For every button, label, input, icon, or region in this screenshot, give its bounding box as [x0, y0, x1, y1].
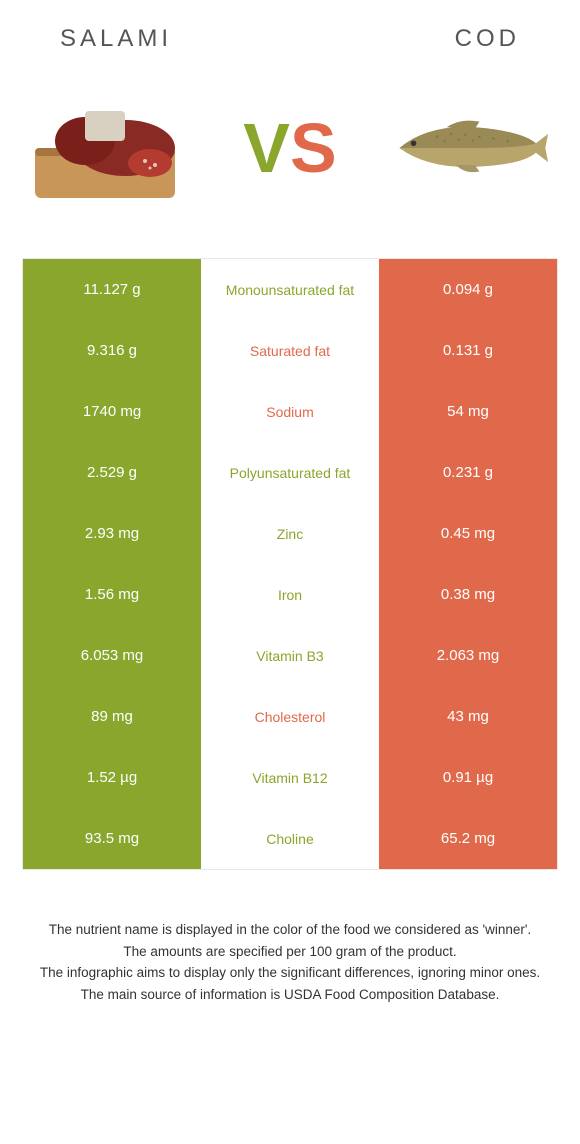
value-right: 43 mg: [379, 686, 557, 747]
cod-image: [390, 93, 550, 203]
footer-line-4: The main source of information is USDA F…: [30, 985, 550, 1005]
value-left: 2.529 g: [23, 442, 201, 503]
value-left: 2.93 mg: [23, 503, 201, 564]
value-right: 65.2 mg: [379, 808, 557, 869]
table-row: 1740 mgSodium54 mg: [23, 381, 557, 442]
nutrient-label: Cholesterol: [201, 686, 379, 747]
table-row: 2.529 gPolyunsaturated fat0.231 g: [23, 442, 557, 503]
table-row: 11.127 gMonounsaturated fat0.094 g: [23, 259, 557, 320]
salami-image: [30, 93, 190, 203]
nutrient-label: Sodium: [201, 381, 379, 442]
value-right: 0.131 g: [379, 320, 557, 381]
table-row: 9.316 gSaturated fat0.131 g: [23, 320, 557, 381]
value-left: 11.127 g: [23, 259, 201, 320]
nutrient-label: Polyunsaturated fat: [201, 442, 379, 503]
nutrient-label: Saturated fat: [201, 320, 379, 381]
footer-line-1: The nutrient name is displayed in the co…: [30, 920, 550, 940]
value-right: 0.38 mg: [379, 564, 557, 625]
value-left: 9.316 g: [23, 320, 201, 381]
value-left: 6.053 mg: [23, 625, 201, 686]
title-left: SALAMI: [60, 25, 172, 53]
nutrient-label: Vitamin B12: [201, 747, 379, 808]
title-right: COD: [455, 25, 520, 53]
value-right: 0.45 mg: [379, 503, 557, 564]
vs-label: VS: [243, 108, 336, 188]
table-row: 1.52 µgVitamin B120.91 µg: [23, 747, 557, 808]
nutrient-label: Vitamin B3: [201, 625, 379, 686]
value-left: 1.56 mg: [23, 564, 201, 625]
footer-notes: The nutrient name is displayed in the co…: [30, 920, 550, 1004]
table-row: 2.93 mgZinc0.45 mg: [23, 503, 557, 564]
header-row: SALAMI COD: [0, 0, 580, 63]
vs-letter-v: V: [243, 109, 290, 187]
value-left: 1.52 µg: [23, 747, 201, 808]
value-left: 93.5 mg: [23, 808, 201, 869]
nutrient-label: Choline: [201, 808, 379, 869]
value-right: 0.231 g: [379, 442, 557, 503]
table-row: 1.56 mgIron0.38 mg: [23, 564, 557, 625]
value-left: 1740 mg: [23, 381, 201, 442]
value-right: 54 mg: [379, 381, 557, 442]
footer-line-3: The infographic aims to display only the…: [30, 963, 550, 983]
footer-line-2: The amounts are specified per 100 gram o…: [30, 942, 550, 962]
value-right: 2.063 mg: [379, 625, 557, 686]
vs-letter-s: S: [290, 109, 337, 187]
table-row: 6.053 mgVitamin B32.063 mg: [23, 625, 557, 686]
value-right: 0.094 g: [379, 259, 557, 320]
nutrient-label: Zinc: [201, 503, 379, 564]
table-row: 89 mgCholesterol43 mg: [23, 686, 557, 747]
comparison-table: 11.127 gMonounsaturated fat0.094 g9.316 …: [22, 258, 558, 870]
vs-row: VS: [0, 63, 580, 243]
nutrient-label: Iron: [201, 564, 379, 625]
nutrient-label: Monounsaturated fat: [201, 259, 379, 320]
value-right: 0.91 µg: [379, 747, 557, 808]
table-row: 93.5 mgCholine65.2 mg: [23, 808, 557, 869]
value-left: 89 mg: [23, 686, 201, 747]
